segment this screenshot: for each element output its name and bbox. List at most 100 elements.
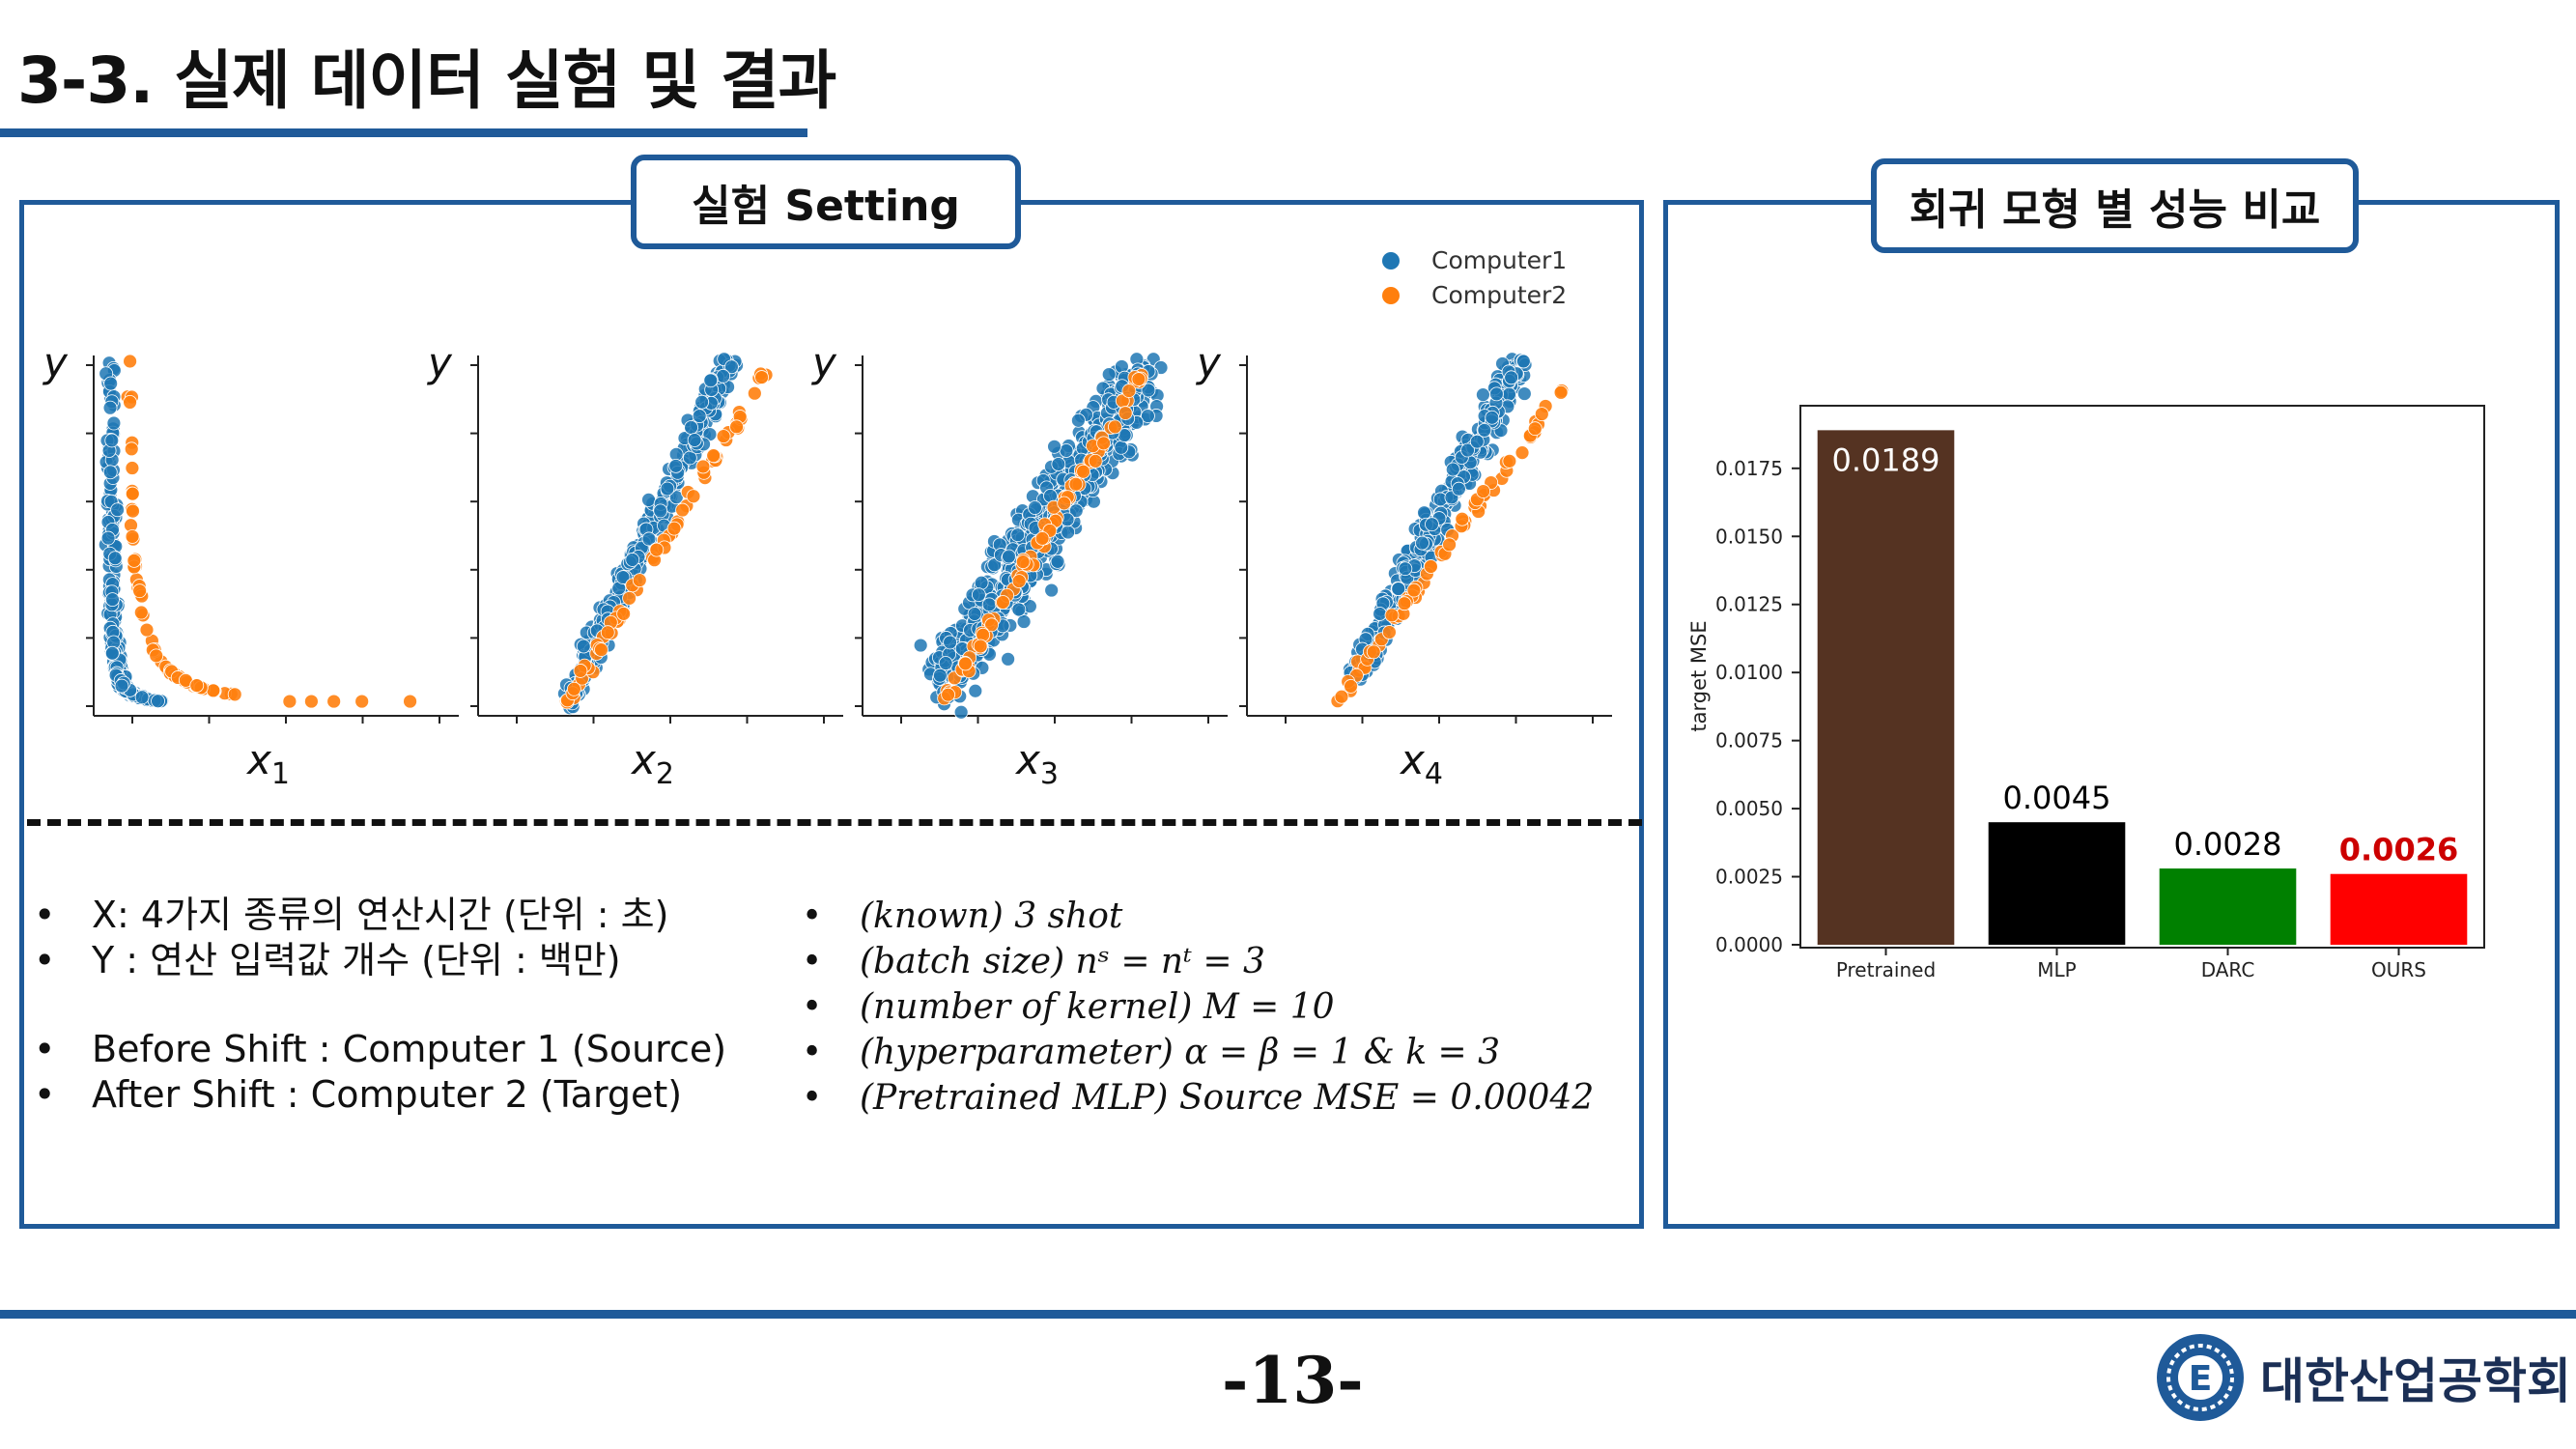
point-computer1: [1415, 535, 1430, 551]
point-computer2: [958, 656, 973, 671]
model-comparison-tab: 회귀 모형 별 성능 비교: [1871, 158, 2359, 253]
point-computer1: [110, 502, 126, 518]
point-computer1: [1001, 651, 1016, 667]
experiment-setting-tab: 실험 Setting: [631, 155, 1021, 249]
point-computer2: [304, 694, 319, 709]
point-computer2: [632, 573, 647, 588]
point-computer2: [1455, 511, 1470, 526]
point-computer2: [123, 395, 137, 410]
plot-frame: [1799, 405, 2485, 949]
point-computer2: [747, 385, 762, 401]
point-computer2: [1424, 559, 1438, 574]
scatter-x-subscript: 2: [656, 757, 674, 791]
point-computer2: [1406, 582, 1422, 598]
point-computer1: [1477, 422, 1492, 438]
point-computer2: [1088, 453, 1103, 469]
point-computer1: [971, 587, 986, 603]
point-computer1: [104, 645, 120, 661]
legend-dot-computer2: [1382, 287, 1400, 304]
scatter-y-label: y: [1195, 339, 1222, 386]
point-computer2: [984, 617, 1000, 633]
x-tick-label: Pretrained: [1836, 958, 1936, 981]
y-tick-label: 0.0050: [1715, 797, 1783, 820]
point-computer1: [1425, 517, 1439, 532]
point-computer1: [106, 415, 122, 431]
x-tick-label: OURS: [2371, 958, 2426, 981]
point-computer2: [149, 648, 164, 664]
setting-list: X: 4가지 종류의 연산시간 (단위 : 초) Y : 연산 입력값 개수 (…: [34, 893, 726, 1118]
point-computer1: [1061, 525, 1076, 540]
point-computer1: [953, 704, 969, 720]
model-comparison-panel: [1663, 200, 2560, 1229]
point-computer1: [625, 553, 640, 567]
page-number: -13-: [1222, 1343, 1364, 1418]
point-computer2: [1131, 372, 1146, 386]
point-computer2: [206, 683, 221, 698]
y-axis-label: target MSE: [1687, 620, 1711, 731]
point-computer2: [600, 625, 615, 640]
point-computer2: [125, 461, 140, 475]
point-computer1: [1050, 554, 1065, 569]
point-computer1: [932, 668, 948, 683]
point-computer2: [566, 681, 581, 696]
y-tick-label: 0.0000: [1715, 933, 1783, 956]
point-computer2: [706, 448, 722, 464]
point-computer2: [132, 583, 147, 599]
scatter-x-label: x2: [630, 736, 674, 791]
point-computer1: [974, 575, 989, 590]
point-computer2: [996, 595, 1010, 610]
bar-value-label: 0.0045: [2003, 780, 2111, 816]
scatter-x-label: x1: [245, 736, 290, 791]
point-computer2: [649, 542, 665, 557]
param-kernel: (number of kernel) M = 10: [802, 984, 1594, 1030]
point-computer2: [1366, 644, 1381, 660]
point-computer1: [1504, 370, 1519, 385]
y-tick-label: 0.0100: [1715, 661, 1783, 684]
footer-rule: [0, 1310, 2576, 1319]
point-computer1: [1028, 500, 1042, 515]
slide-title: 3-3. 실제 데이터 실험 및 결과: [17, 43, 836, 118]
y-tick-label: 0.0075: [1715, 729, 1783, 753]
point-computer1: [102, 465, 118, 480]
svg-text:E: E: [2189, 1359, 2213, 1399]
point-computer2: [1118, 406, 1133, 420]
point-computer1: [1141, 409, 1155, 423]
setting-y: Y : 연산 입력값 개수 (단위 : 백만): [34, 938, 726, 983]
point-computer2: [125, 529, 140, 544]
legend-label-computer1: Computer1: [1431, 246, 1567, 274]
point-computer1: [1002, 549, 1016, 564]
legend-dot-computer1: [1382, 252, 1400, 270]
bar-mlp: [1988, 822, 2126, 945]
point-computer2: [573, 664, 588, 678]
point-computer2: [1476, 484, 1491, 498]
point-computer1: [1417, 505, 1431, 521]
point-computer2: [1057, 496, 1072, 511]
point-computer1: [703, 373, 719, 388]
point-computer2: [1527, 421, 1543, 437]
point-computer1: [641, 531, 657, 547]
point-computer2: [403, 694, 417, 709]
title-underline: [0, 128, 807, 137]
point-computer2: [123, 354, 137, 369]
point-computer1: [104, 433, 120, 448]
x-tick-label: DARC: [2201, 958, 2255, 981]
point-computer2: [695, 459, 711, 474]
point-computer2: [133, 605, 149, 620]
point-computer2: [1502, 453, 1517, 469]
parameter-list: (known) 3 shot (batch size) nˢ = nᵗ = 3 …: [802, 894, 1594, 1121]
point-computer1: [1373, 607, 1387, 621]
setting-after-shift: After Shift : Computer 2 (Target): [34, 1072, 726, 1118]
point-computer2: [282, 694, 297, 709]
legend-label-computer2: Computer2: [1431, 281, 1567, 309]
point-computer2: [1344, 679, 1358, 694]
param-source-mse: (Pretrained MLP) Source MSE = 0.00042: [802, 1075, 1594, 1121]
point-computer1: [100, 530, 116, 546]
point-computer1: [694, 394, 710, 410]
point-computer2: [686, 489, 701, 504]
point-computer1: [1516, 386, 1532, 401]
scatter-x-subscript: 3: [1040, 757, 1059, 791]
bar-value-label: 0.0028: [2174, 826, 2282, 863]
point-computer1: [660, 481, 675, 497]
scatter-panel-3: y x3: [810, 339, 1228, 791]
scatter-y-label: y: [426, 339, 453, 386]
